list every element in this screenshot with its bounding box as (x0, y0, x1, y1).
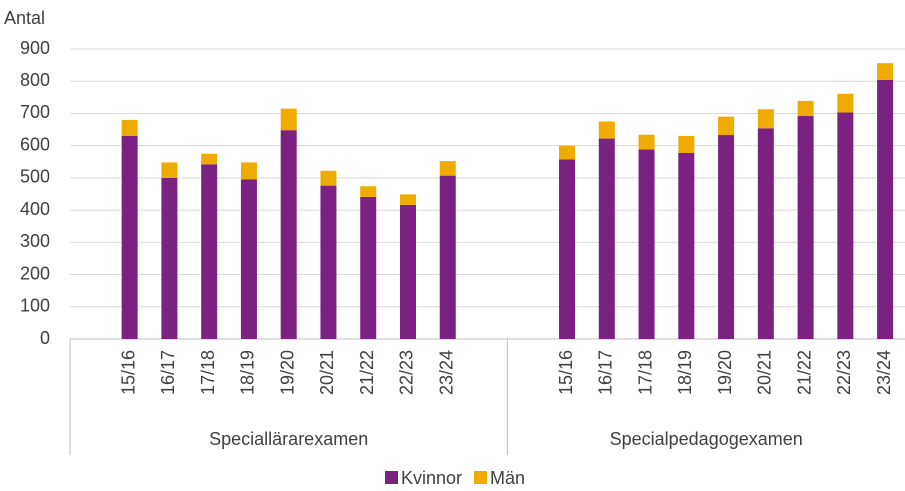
x-tick-label: 17/18 (635, 350, 655, 395)
x-tick-label: 15/16 (556, 350, 576, 395)
y-tick-label: 800 (20, 70, 50, 90)
bar-segment (757, 109, 774, 129)
y-axis-label: Antal (4, 8, 45, 28)
y-tick-label: 900 (20, 38, 50, 58)
legend-swatch (474, 471, 488, 484)
x-tick-label: 19/20 (715, 350, 735, 395)
bar-segment (439, 161, 456, 176)
bar-segment (797, 116, 814, 340)
bar-segment (439, 175, 456, 339)
x-tick-label: 18/19 (238, 350, 258, 395)
bar-segment (797, 100, 814, 117)
x-tick-label: 21/22 (794, 350, 814, 395)
bar-segment (360, 196, 377, 339)
y-tick-label: 300 (20, 231, 50, 251)
bar-segment (638, 149, 655, 339)
bar-segment (280, 130, 297, 339)
x-tick-label: 20/21 (317, 350, 337, 395)
bar-segment (678, 152, 695, 339)
bar-segment (718, 116, 735, 136)
x-tick-label: 23/24 (874, 350, 894, 395)
x-tick-label: 23/24 (436, 350, 456, 395)
bar-segment (201, 164, 218, 339)
legend-label: Kvinnor (401, 468, 462, 488)
bar-segment (559, 159, 576, 339)
bar-segment (360, 186, 377, 197)
bar-segment (877, 79, 894, 339)
x-tick-label: 15/16 (118, 350, 138, 395)
bar-segment (121, 136, 138, 339)
bar-segment (320, 185, 337, 339)
bar-segment (201, 153, 218, 165)
bar-segment (718, 135, 735, 339)
group-label: Specialpedagogexamen (610, 429, 803, 449)
x-tick-label: 18/19 (675, 350, 695, 395)
bar-segment (757, 128, 774, 339)
y-tick-label: 500 (20, 167, 50, 187)
bar-segment (121, 119, 138, 136)
x-tick-label: 22/23 (834, 350, 854, 395)
bar-segment (240, 179, 257, 339)
bar-segment (559, 145, 576, 160)
bar-segment (837, 93, 854, 113)
y-tick-label: 100 (20, 296, 50, 316)
bar-segment (399, 194, 416, 205)
y-tick-label: 700 (20, 102, 50, 122)
bar-segment (678, 136, 695, 153)
x-tick-label: 16/17 (596, 350, 616, 395)
bar-segment (240, 162, 257, 180)
bar-segment (280, 108, 297, 131)
bar-segment (399, 204, 416, 339)
legend-label: Män (490, 468, 525, 488)
x-tick-label: 20/21 (755, 350, 775, 395)
x-tick-label: 17/18 (198, 350, 218, 395)
bar-segment (598, 138, 615, 339)
y-tick-label: 400 (20, 199, 50, 219)
y-tick-label: 0 (40, 328, 50, 348)
bar-segment (837, 112, 854, 339)
bar-segment (161, 177, 178, 339)
legend-swatch (385, 471, 398, 484)
bar-segment (638, 134, 655, 150)
bar-segment (320, 170, 337, 186)
bar-segment (161, 162, 178, 178)
x-tick-label: 22/23 (397, 350, 417, 395)
group-label: Speciallärarexamen (209, 429, 368, 449)
x-tick-label: 16/17 (158, 350, 178, 395)
y-tick-label: 600 (20, 134, 50, 154)
y-tick-label: 200 (20, 263, 50, 283)
x-tick-label: 21/22 (357, 350, 377, 395)
bar-segment (877, 63, 894, 80)
bar-segment (598, 121, 615, 139)
x-tick-label: 19/20 (277, 350, 297, 395)
